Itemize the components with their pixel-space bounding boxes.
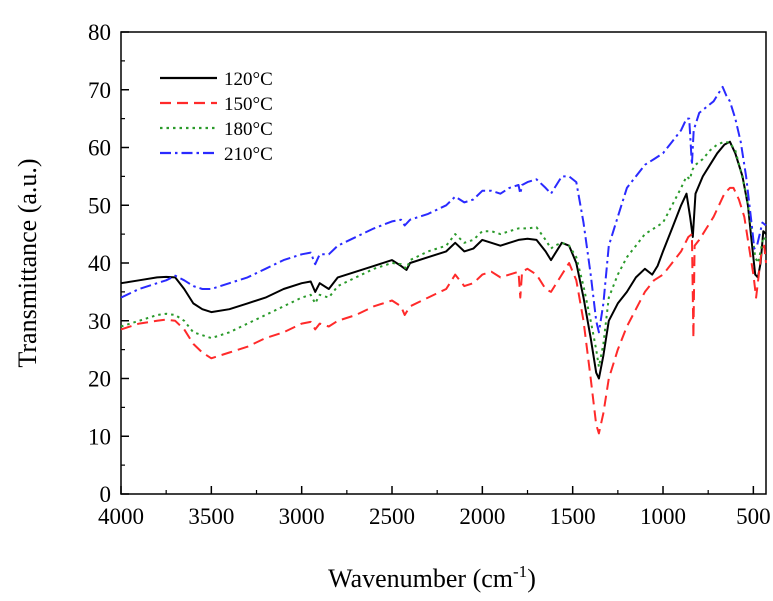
x-axis-ticks: 4000 3500 3000 2500 2000 1500 1000 500 [98,486,771,529]
plot-area: 4000 3500 3000 2500 2000 1500 1000 500 0 10 20 30 4… [88,20,771,529]
series-line-2 [120,186,767,435]
x-tick-label: 4000 [98,504,144,529]
x-axis-title-main: Wavenumber (cm [328,564,513,593]
y-tick-label: 10 [88,424,111,449]
y-tick-label: 30 [88,309,111,334]
x-axis-title-suffix: ) [527,564,536,593]
plot-frame [120,31,767,495]
y-tick-label: 60 [88,136,111,161]
x-axis-title-superscript: -1 [513,562,527,581]
x-tick-label: 3000 [279,504,325,529]
y-tick-label: 0 [100,482,112,507]
x-tick-label: 500 [736,504,771,529]
y-tick-label: 20 [88,367,111,392]
y-tick-label: 80 [88,20,111,45]
y-tick-label: 70 [88,78,111,103]
x-axis-title: Wavenumber (cm-1) [328,562,536,593]
x-tick-label: 2500 [369,504,415,529]
legend-label-3: 180°C [224,119,273,140]
y-tick-label: 40 [88,251,111,276]
x-tick-label: 2000 [459,504,505,529]
series-layer [120,85,767,435]
legend-label-2: 150°C [224,94,273,115]
legend: 120°C 150°C 180°C 210°C [160,69,273,165]
series-line-4 [120,85,767,334]
legend-label-1: 120°C [224,69,273,90]
x-tick-label: 3500 [188,504,234,529]
y-tick-label: 50 [88,193,111,218]
legend-label-4: 210°C [224,144,273,165]
y-axis-ticks: 0 10 20 30 40 50 60 70 80 [88,20,129,507]
x-tick-label: 1500 [550,504,596,529]
series-line-1 [120,140,767,380]
series-line-3 [120,140,767,368]
x-tick-label: 1000 [640,504,686,529]
y-axis-title: Transmittance (a.u.) [13,158,42,367]
